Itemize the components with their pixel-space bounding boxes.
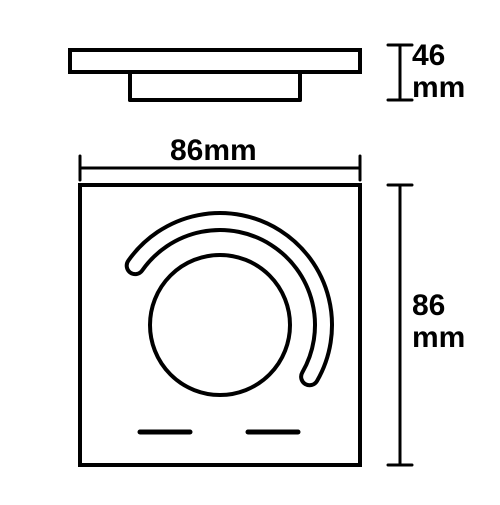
dim-label-top-height: 46 mm xyxy=(412,40,465,103)
dim-label-front-width: 86mm xyxy=(170,135,257,167)
diagram-canvas: 46 mm 86mm 86 mm xyxy=(0,0,500,500)
dim-label-front-height: 86 mm xyxy=(412,290,465,353)
